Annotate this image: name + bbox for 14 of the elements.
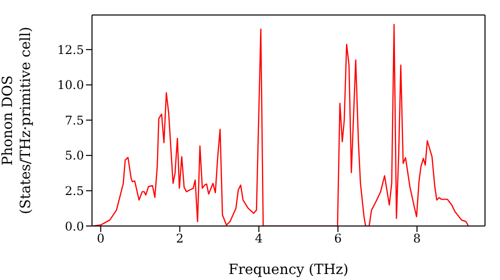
y-tick-label: 2.5: [64, 184, 84, 198]
y-tick-label: 5.0: [64, 148, 84, 163]
x-tick-label: 0: [96, 232, 105, 246]
x-tick-label: 2: [176, 232, 184, 246]
y-axis-title: Phonon DOS (States/THz·primitive cell): [0, 26, 34, 214]
line-series: [92, 24, 469, 226]
x-tick-label: 4: [255, 232, 264, 246]
y-tick-label: 7.5: [64, 113, 84, 128]
x-tick-label: 6: [334, 232, 342, 246]
x-axis-title: Frequency (THz): [228, 262, 349, 278]
x-tick-label: 8: [413, 232, 421, 246]
y-tick-label: 12.5: [57, 42, 84, 57]
y-tick-label: 10.0: [57, 78, 84, 92]
y-tick-label: 0.0: [64, 219, 84, 234]
